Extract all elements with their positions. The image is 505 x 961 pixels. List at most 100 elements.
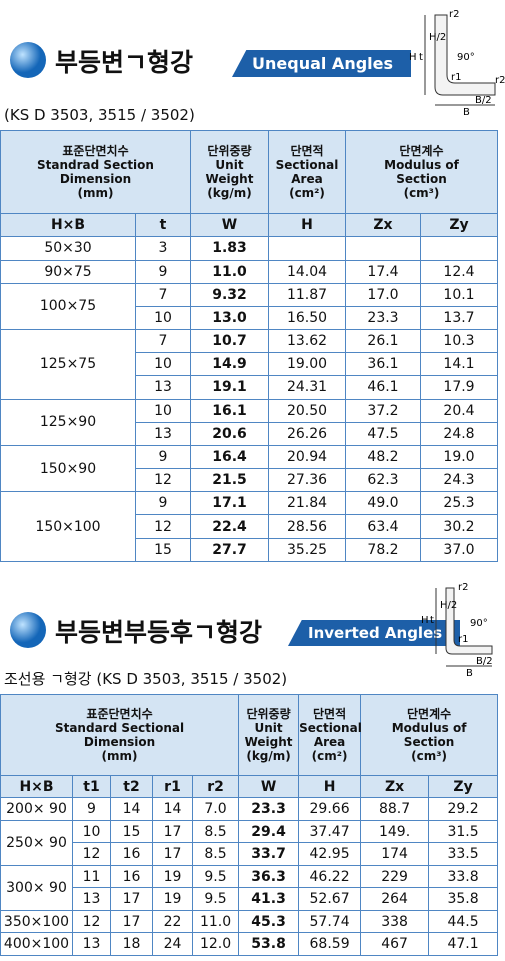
cell: 10 [135, 352, 191, 377]
cell: 8.5 [191, 819, 240, 844]
cell: 14.1 [419, 352, 499, 377]
header-line: Modulus of [391, 720, 467, 735]
data-row: 13 20.6 26.26 47.5 24.8 [1, 421, 499, 446]
header-line: Unit [215, 158, 244, 173]
header-line: Weight [205, 172, 254, 187]
cell: 15 [110, 819, 153, 844]
title-en: Inverted Angles [288, 620, 461, 646]
cell: 149. [360, 819, 430, 844]
header-line: 단면적 [313, 706, 347, 721]
cell: 37.2 [345, 398, 421, 423]
header-line: Area [313, 734, 346, 749]
dim-label: B/2 [475, 95, 492, 106]
cell: 20.94 [268, 444, 346, 470]
cell: 24 [152, 932, 193, 956]
header-line: (cm²) [289, 186, 325, 201]
cell: 12 [135, 468, 191, 493]
cell: 16.50 [268, 305, 346, 331]
data-row: 90×75 9 11.0 14.04 17.4 12.4 [0, 259, 499, 284]
cell: 14.9 [190, 352, 269, 377]
header-line: Modulus of [384, 158, 459, 173]
cell: 17.4 [345, 259, 421, 284]
column-header: H×B [0, 213, 136, 238]
ball [10, 612, 46, 648]
column-header: H×B [0, 774, 73, 799]
data-row: 250× 90 10 15 17 8.5 29.4 37.47 149. 31.5 [0, 819, 499, 866]
cell: 16.4 [190, 444, 269, 470]
column-header: H [298, 774, 362, 799]
cell: 10 [135, 305, 191, 331]
cell: 23.3 [238, 797, 300, 821]
header-cell: 표준단면치수 Standard Sectional Dimension (mm) [0, 694, 240, 776]
cell: 49.0 [345, 491, 421, 516]
cell: 11 [72, 864, 111, 889]
header-line: 단면계수 [406, 706, 452, 721]
header-cell: 단위중량 Unit Weight (kg/m) [238, 694, 300, 776]
data-row: 12 16 17 8.5 33.7 42.95 174 33.5 [1, 842, 499, 866]
header-line: Sectional [275, 158, 339, 173]
cell: 18 [110, 932, 153, 956]
cell: 28.56 [268, 514, 346, 539]
diagram: r2 H/2 t H 90° r1 r2 B/2 B [409, 9, 505, 118]
cell: 23.3 [345, 305, 421, 331]
header-cell: 단면적 Sectional Area (cm²) [298, 694, 362, 776]
cell: 19.0 [419, 444, 499, 470]
cell: 17.9 [419, 375, 499, 400]
cell: 11.0 [190, 259, 269, 284]
cell: 47.1 [428, 932, 499, 956]
cell: 63.4 [345, 514, 421, 539]
column-header: r2 [191, 774, 240, 799]
standard: (KS D 3503, 3515 / 3502) [4, 106, 195, 124]
cell [345, 236, 421, 261]
cell: 10 [135, 398, 191, 423]
cell: 15 [135, 537, 191, 563]
column-header: r1 [152, 774, 193, 799]
cell: 9 [135, 491, 191, 516]
subheader-row: H×B t1 t2 r1 r2 W H Zx Zy [0, 774, 499, 799]
data-row: 13 19.1 24.31 46.1 17.9 [1, 375, 499, 400]
header-cell: 단면계수 Modulus of Section (cm³) [360, 694, 499, 776]
data-row: 125×75 7 10.7 13.62 26.1 10.3 [0, 329, 499, 400]
cell: 16 [110, 842, 153, 866]
data-row: 15 27.7 35.25 78.2 37.0 [1, 537, 499, 563]
cell: 3 [135, 236, 191, 261]
header-line: Unit [254, 720, 283, 735]
cell: 16 [110, 864, 153, 889]
cell: 14 [152, 797, 193, 821]
header-line: Section [403, 734, 455, 749]
column-header: t1 [72, 774, 111, 799]
cell: 11.87 [268, 282, 346, 307]
column-header: W [190, 213, 269, 238]
standard: 조선용 ㄱ형강 (KS D 3503, 3515 / 3502) [4, 670, 288, 688]
size-cell: 150×90 [0, 444, 136, 493]
cell: 68.59 [298, 932, 362, 956]
cell: 12.4 [419, 259, 499, 284]
cell: 21.5 [190, 468, 269, 493]
dim-label: t [430, 615, 434, 626]
data-row: 200× 90 9 14 14 7.0 23.3 29.66 88.7 29.2 [0, 797, 499, 821]
column-header: Zx [345, 213, 421, 238]
cell: 17 [152, 842, 193, 866]
cell: 36.3 [238, 864, 300, 889]
cell: 46.1 [345, 375, 421, 400]
column-header: H [268, 213, 346, 238]
cell: 7 [135, 282, 191, 307]
header-cell: 단면적 Sectional Area (cm²) [268, 129, 346, 215]
header-cell: 단위중량 Unit Weight (kg/m) [190, 129, 269, 215]
cell: 229 [360, 864, 430, 889]
data-row: 100×75 7 9.32 11.87 17.0 10.1 [0, 282, 499, 331]
cell: 7 [135, 329, 191, 354]
cell: 33.8 [428, 864, 499, 889]
dim-label: 90° [470, 618, 488, 629]
header-line: (kg/m) [207, 186, 252, 201]
cell: 35.8 [428, 887, 499, 911]
data-row: 400×100 13 18 24 12.0 53.8 68.59 467 47.1 [0, 932, 499, 956]
cell: 20.6 [190, 421, 269, 446]
data-row: 150×90 9 16.4 20.94 48.2 19.0 [0, 444, 499, 493]
cell: 26.26 [268, 421, 346, 446]
header-line: 표준단면치수 [62, 144, 129, 159]
dim-label: H [421, 615, 429, 626]
cell: 7.0 [191, 797, 240, 821]
size-cell: 400×100 [0, 932, 73, 956]
header-line: Section [396, 172, 447, 187]
